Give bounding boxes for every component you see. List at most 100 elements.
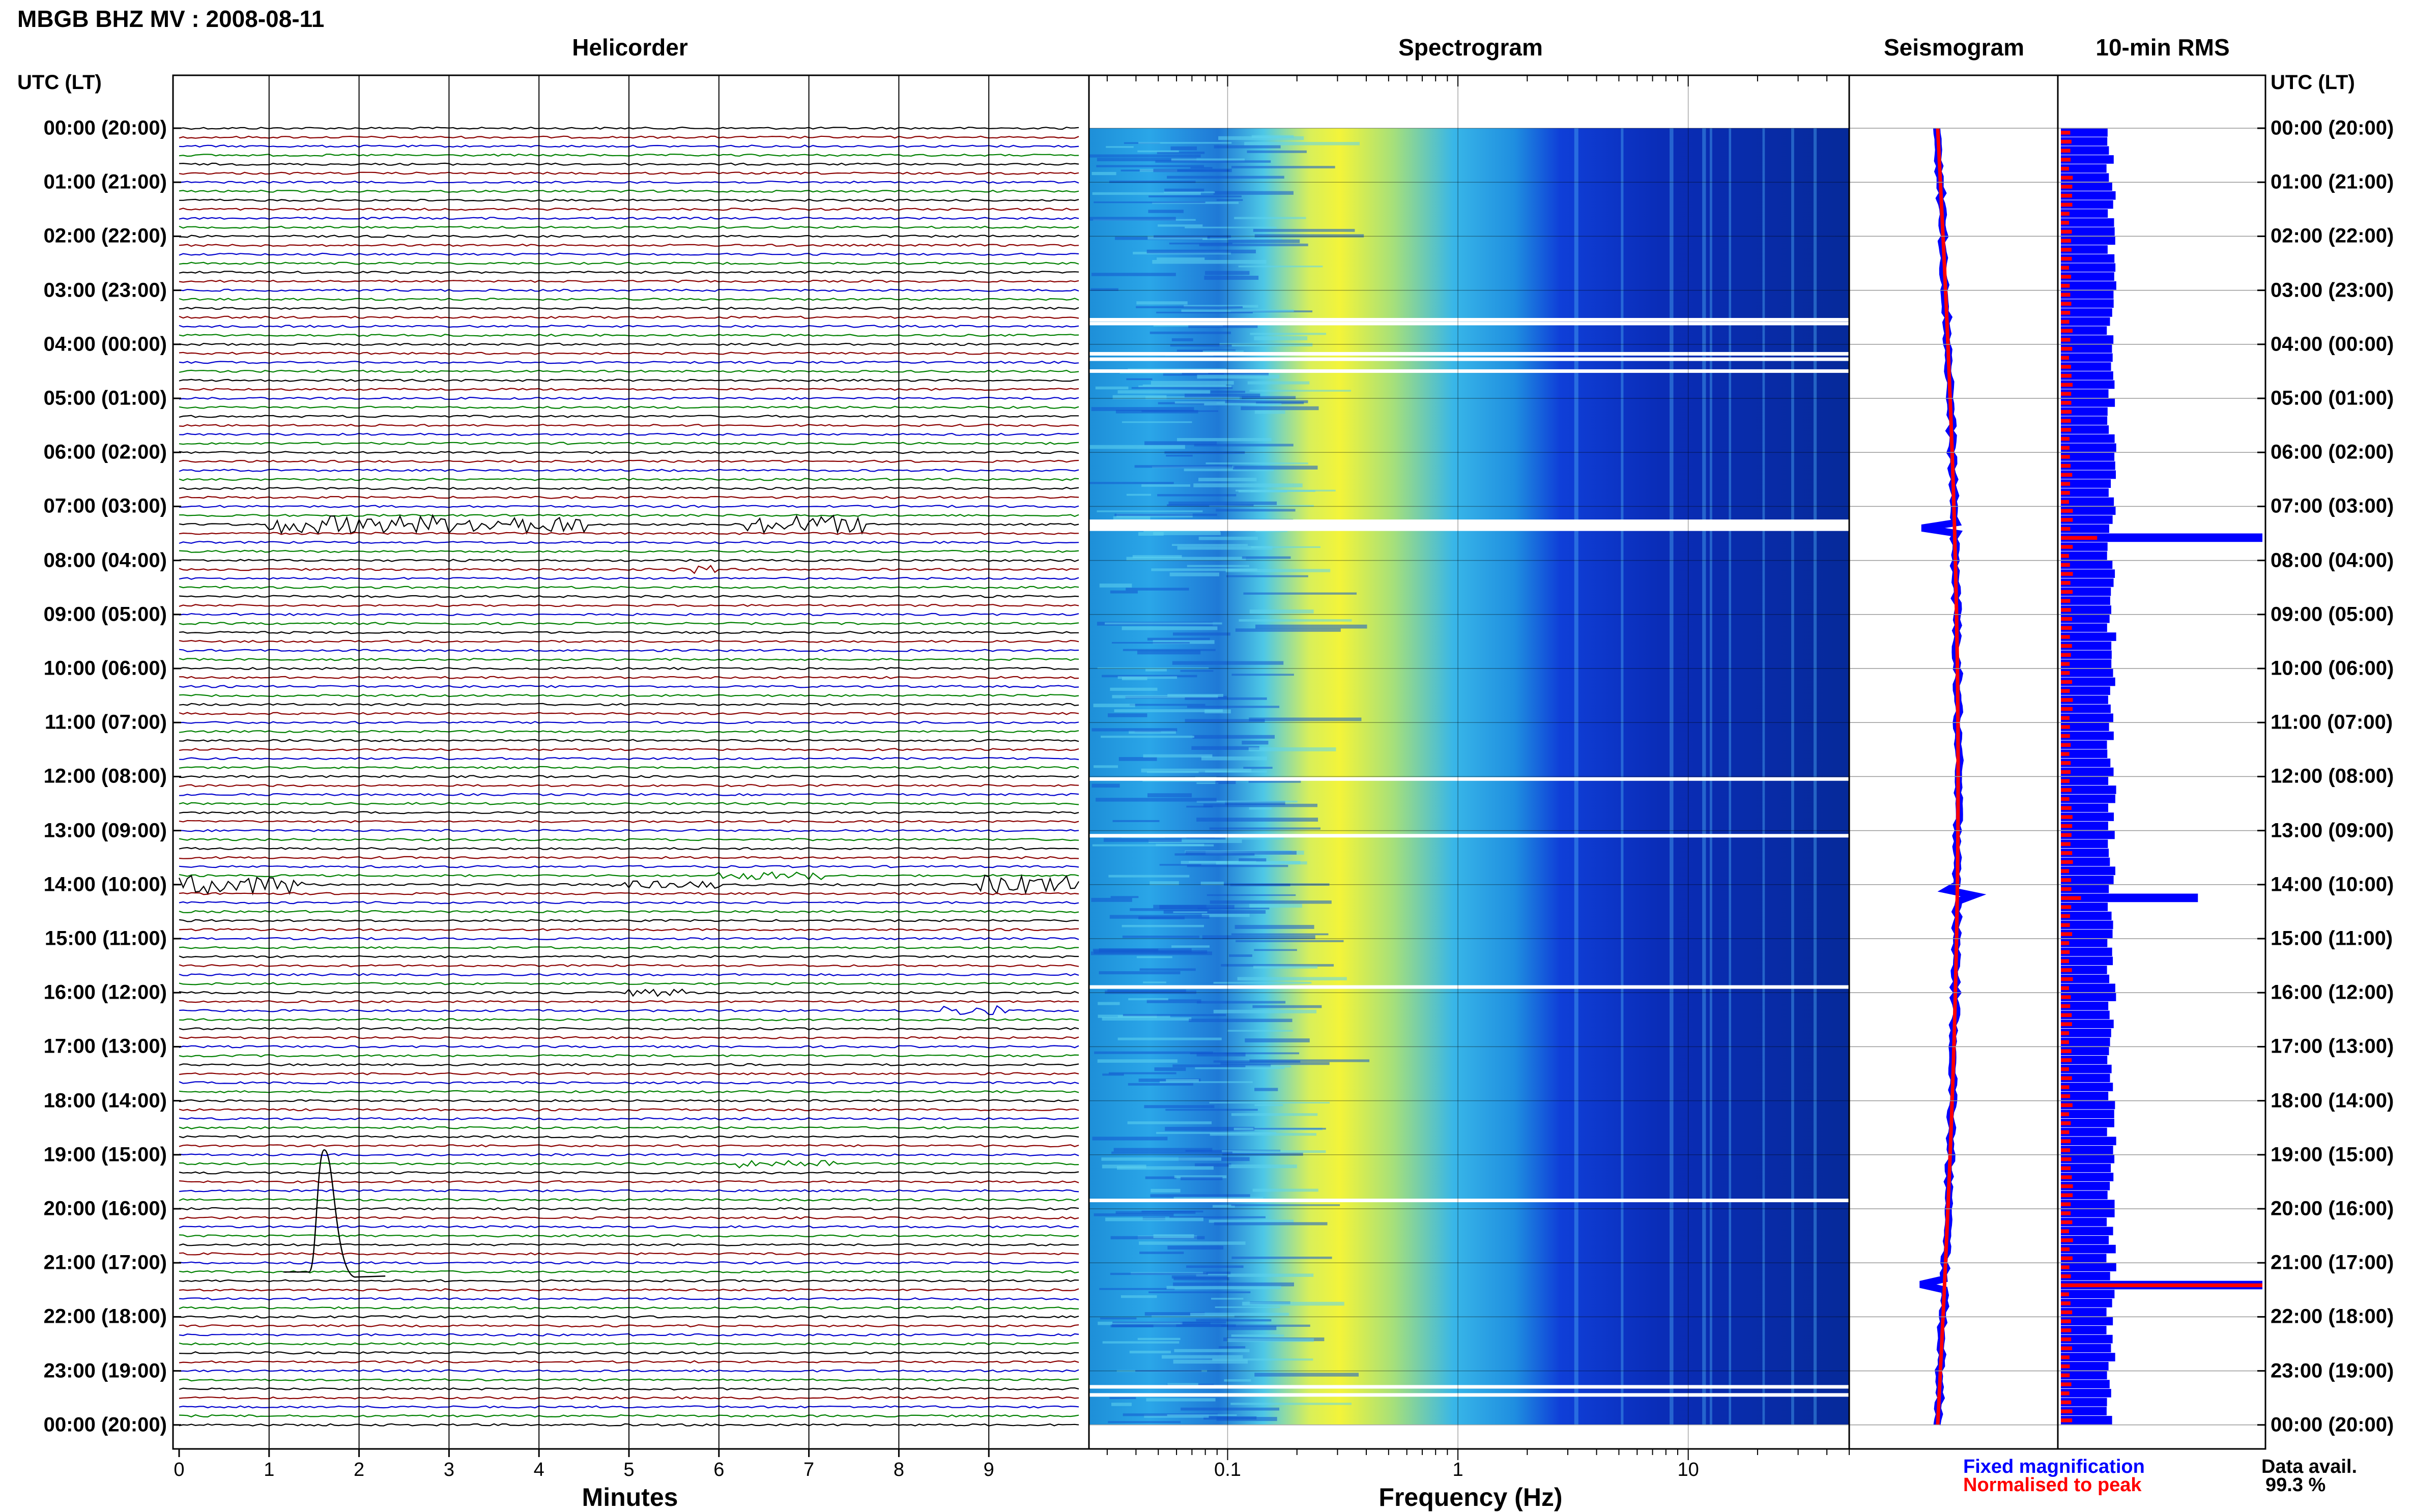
rms-bar-normalised bbox=[2061, 896, 2081, 900]
spectral-streak bbox=[1138, 385, 1232, 388]
spectral-streak bbox=[1144, 1414, 1209, 1418]
spectral-streak bbox=[1167, 1245, 1224, 1250]
spectral-streak bbox=[1249, 1059, 1370, 1062]
rms-bar-normalised bbox=[2061, 1382, 2072, 1386]
rms-bar-normalised bbox=[2061, 806, 2072, 810]
spectral-streak bbox=[1249, 390, 1352, 392]
spectral-streak bbox=[1091, 897, 1132, 902]
spectral-streak bbox=[1167, 504, 1254, 507]
rms-bar-normalised bbox=[2061, 193, 2073, 198]
rms-bar-fixed bbox=[2061, 641, 2112, 650]
spectral-streak bbox=[1192, 735, 1275, 739]
spectral-streak bbox=[1143, 754, 1213, 758]
rms-bar-normalised bbox=[2061, 1310, 2073, 1315]
rms-bar-normalised bbox=[2061, 941, 2070, 945]
rms-bar-fixed bbox=[2061, 1209, 2115, 1217]
spectral-streak bbox=[1214, 1222, 1328, 1226]
rms-bar-normalised bbox=[2061, 1013, 2072, 1017]
spectral-streak bbox=[1156, 1131, 1277, 1134]
rms-bar-normalised bbox=[2061, 743, 2071, 747]
rms-bar-normalised bbox=[2061, 1094, 2071, 1098]
spectral-streak bbox=[1230, 1403, 1352, 1405]
spectral-streak bbox=[1216, 1417, 1277, 1421]
rms-bar-normalised bbox=[2061, 608, 2071, 612]
spectrogram-x-axis-title: Frequency (Hz) bbox=[1379, 1483, 1563, 1511]
rms-bar-normalised bbox=[2061, 365, 2072, 369]
time-label-left: 14:00 (10:00) bbox=[43, 873, 167, 896]
minute-tick-label: 2 bbox=[354, 1459, 365, 1480]
spectral-streak bbox=[1171, 1275, 1227, 1279]
minute-tick-label: 5 bbox=[623, 1459, 635, 1480]
spectral-line bbox=[1709, 128, 1712, 1424]
time-label-right: 03:00 (23:00) bbox=[2271, 279, 2394, 302]
spectral-streak bbox=[1129, 1350, 1171, 1354]
spectral-streak bbox=[1112, 1324, 1226, 1327]
spectral-streak bbox=[1196, 1273, 1314, 1277]
rms-bar-fixed bbox=[2061, 939, 2108, 947]
rms-bar-fixed bbox=[2061, 866, 2115, 876]
spectral-streak bbox=[1253, 966, 1318, 969]
spectral-streak bbox=[1242, 396, 1296, 399]
time-label-right: 10:00 (06:00) bbox=[2271, 657, 2394, 680]
spectral-streak bbox=[1229, 954, 1252, 957]
spectral-streak bbox=[1112, 695, 1218, 699]
spectral-streak bbox=[1213, 1205, 1235, 1208]
rms-bar-normalised bbox=[2061, 599, 2071, 603]
spectral-streak bbox=[1199, 243, 1308, 247]
spectral-streak bbox=[1248, 779, 1301, 783]
spectral-streak bbox=[1224, 883, 1330, 886]
spectral-line bbox=[1813, 128, 1817, 1424]
spectral-streak bbox=[1231, 1256, 1332, 1259]
rms-bar-normalised bbox=[2061, 1085, 2070, 1089]
spectral-streak bbox=[1100, 1317, 1137, 1320]
spectral-streak bbox=[1154, 1067, 1186, 1071]
rms-bar-fixed bbox=[2061, 1020, 2114, 1028]
rms-bar-normalised bbox=[2061, 1175, 2072, 1179]
rms-bar-normalised bbox=[2061, 1400, 2072, 1405]
time-label-left: 05:00 (01:00) bbox=[43, 387, 167, 410]
spectral-streak bbox=[1242, 556, 1291, 559]
rms-bar-normalised bbox=[2061, 229, 2072, 234]
rms-bar-fixed bbox=[2061, 389, 2109, 398]
rms-bar-fixed bbox=[2061, 1416, 2112, 1424]
spectral-streak bbox=[1248, 747, 1336, 751]
spectral-streak bbox=[1117, 676, 1178, 679]
rms-bar-normalised bbox=[2061, 275, 2072, 279]
minute-tick-label: 9 bbox=[983, 1459, 994, 1480]
rms-bar-fixed bbox=[2061, 929, 2113, 938]
rms-bar-fixed bbox=[2061, 326, 2107, 335]
spectral-streak bbox=[1184, 469, 1274, 472]
spectral-streak bbox=[1167, 1383, 1198, 1387]
rms-bar-fixed bbox=[2061, 236, 2115, 245]
spectral-streak bbox=[1110, 1272, 1208, 1275]
rms-bar-fixed bbox=[2061, 524, 2109, 533]
data-gap bbox=[1089, 524, 1849, 531]
rms-bar-normalised bbox=[2061, 707, 2073, 711]
rms-bar-fixed bbox=[2061, 893, 2198, 903]
spectral-streak bbox=[1207, 894, 1296, 896]
rms-bar-normalised bbox=[2061, 131, 2071, 135]
rms-bar-fixed bbox=[2061, 884, 2109, 893]
time-label-left: 17:00 (13:00) bbox=[43, 1035, 167, 1058]
spectral-streak bbox=[1122, 626, 1218, 630]
spectral-streak bbox=[1105, 990, 1197, 994]
rms-bar-fixed bbox=[2061, 1164, 2111, 1173]
spectral-streak bbox=[1126, 588, 1189, 591]
rms-bar-normalised bbox=[2061, 311, 2071, 315]
spectral-streak bbox=[1118, 757, 1157, 761]
rms-bar-normalised bbox=[2061, 1166, 2071, 1171]
spectral-streak bbox=[1184, 393, 1260, 398]
rms-bar-fixed bbox=[2061, 1326, 2107, 1334]
spectral-streak bbox=[1177, 546, 1273, 550]
spectral-streak bbox=[1148, 195, 1242, 197]
spectral-streak bbox=[1193, 483, 1303, 487]
spectral-streak bbox=[1215, 1306, 1280, 1309]
spectral-streak bbox=[1196, 800, 1298, 803]
rms-bar-normalised bbox=[2061, 536, 2098, 540]
spectral-streak bbox=[1113, 516, 1151, 520]
spectral-streak bbox=[1225, 836, 1284, 840]
spectral-streak bbox=[1089, 482, 1174, 484]
spectral-line bbox=[1621, 128, 1624, 1424]
spectral-streak bbox=[1105, 1217, 1203, 1222]
spectral-streak bbox=[1150, 881, 1179, 885]
